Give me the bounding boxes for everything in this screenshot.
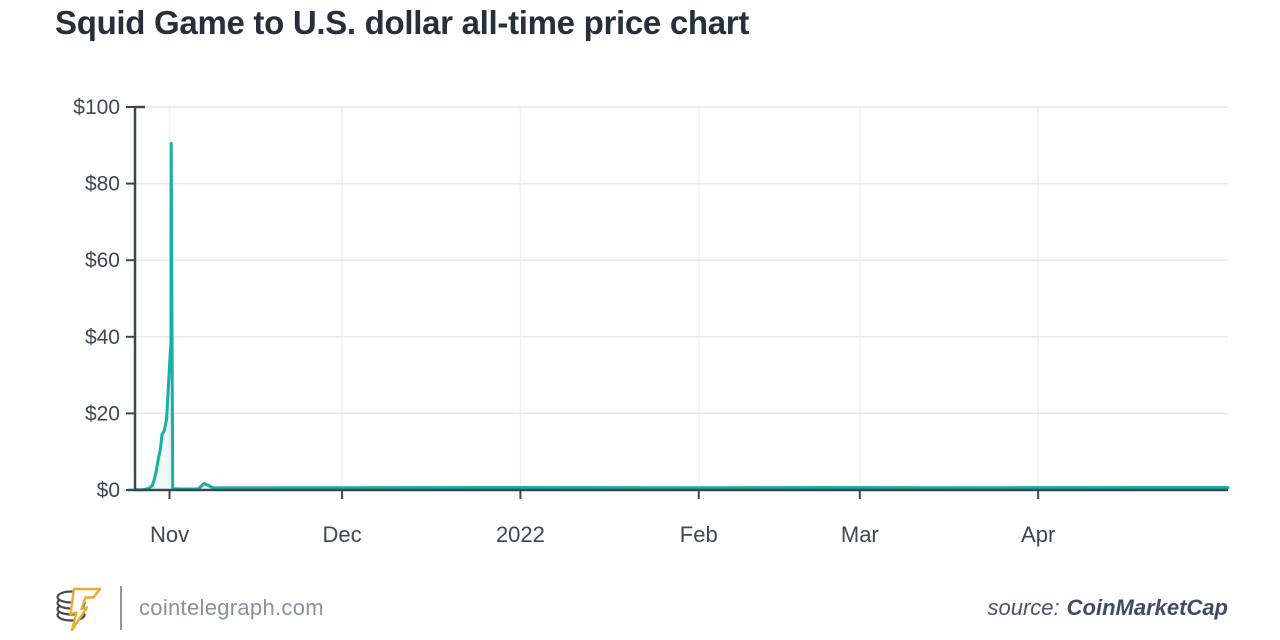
x-tick-label: Dec bbox=[323, 522, 362, 547]
x-tick-label: 2022 bbox=[496, 522, 545, 547]
source-name: CoinMarketCap bbox=[1066, 595, 1228, 620]
x-tick-label: Apr bbox=[1021, 522, 1055, 547]
source-label: source: bbox=[987, 595, 1060, 620]
site-name: cointelegraph.com bbox=[139, 595, 324, 620]
y-tick-label: $40 bbox=[85, 326, 120, 349]
x-tick-label: Feb bbox=[680, 522, 718, 547]
y-tick-label: $20 bbox=[85, 402, 120, 425]
y-tick-label: $100 bbox=[73, 96, 120, 119]
price-line bbox=[133, 141, 1230, 492]
cointelegraph-logo-icon bbox=[56, 587, 102, 632]
y-tick-label: $60 bbox=[85, 249, 120, 272]
price-area bbox=[135, 143, 1228, 490]
footer: cointelegraph.com source: CoinMarketCap bbox=[0, 580, 1280, 636]
y-tick-label: $80 bbox=[85, 173, 120, 196]
y-tick-label: $0 bbox=[97, 479, 120, 502]
footer-divider bbox=[120, 586, 122, 630]
x-tick-label: Nov bbox=[150, 522, 189, 547]
page-title: Squid Game to U.S. dollar all-time price… bbox=[55, 4, 750, 41]
x-tick-label: Mar bbox=[841, 522, 879, 547]
source-credit: source: CoinMarketCap bbox=[987, 595, 1228, 621]
lightning-bolt-icon bbox=[69, 587, 102, 632]
price-chart: $0 $20 $40 $60 $80 $100 Nov Dec 2022 Feb Mar Apr bbox=[73, 96, 1230, 547]
footer-branding: cointelegraph.com bbox=[55, 582, 324, 634]
